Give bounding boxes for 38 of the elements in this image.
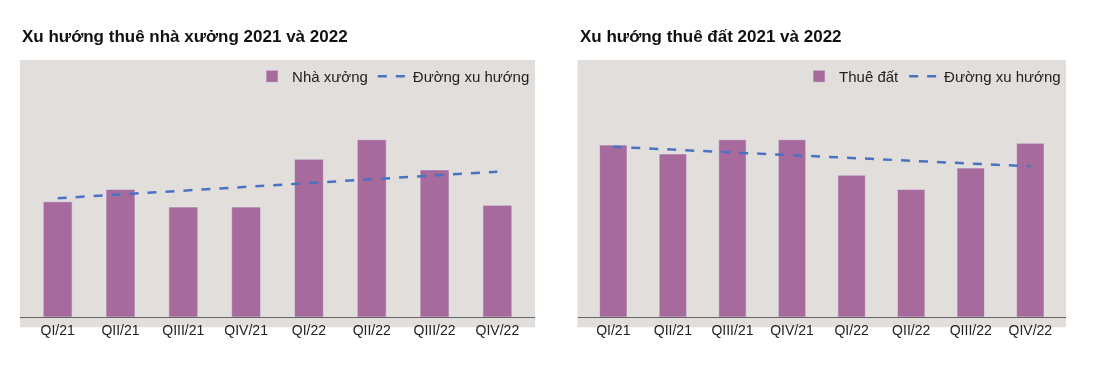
legend-label: Đường xu hướng — [944, 68, 1061, 86]
bar — [42, 201, 73, 317]
x-tick-label: QII/21 — [101, 321, 140, 338]
x-tick-label: QI/21 — [596, 321, 631, 338]
bar — [357, 139, 387, 317]
x-tick-label: QIV/22 — [475, 321, 520, 338]
bar — [778, 139, 806, 317]
bar — [105, 189, 136, 317]
x-tick-label: QIII/22 — [413, 321, 456, 338]
bar — [168, 206, 199, 317]
legend-label: Nhà xưởng — [292, 68, 368, 86]
x-tick-label: QIV/22 — [1008, 321, 1053, 338]
bar — [837, 174, 866, 317]
x-tick-label: QIII/22 — [949, 321, 992, 338]
bar — [231, 206, 261, 317]
x-tick-label: QIII/21 — [162, 321, 205, 338]
bar — [718, 139, 747, 317]
x-tick-label: QII/21 — [653, 321, 693, 338]
x-tick-label: QIV/21 — [224, 321, 269, 338]
legend-label: Thuê đất — [839, 68, 900, 86]
x-tick-label: QIII/21 — [711, 321, 754, 338]
bar — [294, 159, 324, 317]
x-tick-label: QI/22 — [834, 321, 869, 338]
x-tick-label: QIV/21 — [770, 321, 815, 338]
x-tick-label: QI/21 — [40, 321, 76, 338]
bar — [419, 169, 450, 317]
x-tick-label: QII/22 — [352, 321, 392, 338]
bar — [897, 189, 926, 317]
legend-label: Đường xu hướng — [412, 68, 530, 86]
chart-title: Xu hướng thuê nhà xưởng 2021 và 2022 — [22, 27, 348, 46]
chart-title: Xu hướng thuê đất 2021 và 2022 — [580, 27, 842, 46]
x-tick-label: QI/22 — [291, 321, 327, 338]
bar — [1016, 143, 1045, 317]
bar — [599, 144, 628, 317]
bar — [658, 153, 687, 317]
bar — [482, 205, 513, 317]
x-tick-label: QII/22 — [892, 321, 931, 338]
bar — [956, 167, 985, 317]
